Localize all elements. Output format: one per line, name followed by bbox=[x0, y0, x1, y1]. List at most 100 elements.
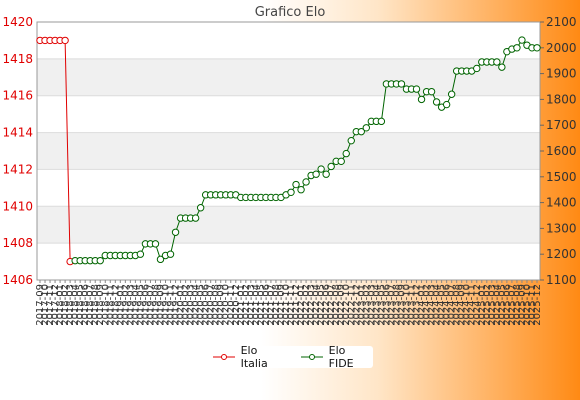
x-tick-label: 2024-11 bbox=[467, 284, 478, 326]
data-point-elo-fide bbox=[493, 58, 501, 66]
right-axis: 2100 2000 1900 1800 1700 1600 1500 1400 1300 1200… bbox=[540, 15, 577, 287]
x-tick-label: 2019-09 bbox=[155, 284, 166, 326]
data-point-elo-fide bbox=[362, 124, 371, 132]
data-point-elo-fide bbox=[322, 170, 330, 178]
x-tick-label: 2020-03 bbox=[186, 284, 197, 326]
left-tick-label: 1408 bbox=[2, 236, 33, 250]
data-point-elo-fide bbox=[337, 157, 345, 166]
series-layer bbox=[36, 36, 541, 266]
left-tick-label: 1414 bbox=[2, 126, 33, 140]
x-tick-label: 2019-08 bbox=[150, 284, 161, 326]
plot-band bbox=[37, 243, 540, 280]
x-tick-label: 2024-03 bbox=[427, 284, 438, 326]
x-tick-label: 2020-02 bbox=[181, 284, 192, 326]
x-tick-label: 2020-11 bbox=[226, 284, 237, 326]
x-tick-label: 2019-02 bbox=[120, 284, 131, 326]
data-point-elo-fide bbox=[432, 98, 441, 106]
chart-title: Grafico Elo bbox=[255, 5, 326, 20]
x-tick-label: 2021-05 bbox=[256, 284, 267, 326]
right-tick-label: 1800 bbox=[546, 92, 577, 106]
x-tick-label: 2018-08 bbox=[90, 284, 101, 326]
x-tick-label: 2023-01 bbox=[356, 284, 367, 326]
plot-band bbox=[37, 169, 540, 207]
x-tick-label: 2019-04 bbox=[130, 284, 141, 326]
x-tick-label: 2017-11 bbox=[45, 284, 56, 326]
x-tick-label: 2023-05 bbox=[376, 284, 387, 326]
x-tick-label: 2020-01 bbox=[176, 284, 187, 326]
legend-item-elo-italia[interactable]: Elo Italia bbox=[213, 344, 287, 370]
data-point-elo-fide bbox=[151, 240, 160, 248]
x-tick-label: 2022-05 bbox=[316, 284, 327, 326]
x-tick-label: 2018-04 bbox=[70, 284, 81, 326]
left-tick-label: 1410 bbox=[2, 199, 33, 213]
legend-label-elo-fide: Elo FIDE bbox=[328, 344, 354, 370]
x-tick-label: 2020-10 bbox=[221, 284, 232, 326]
x-tick-label: 2020-07 bbox=[206, 284, 217, 326]
x-tick-label: 2025-05 bbox=[497, 284, 508, 326]
data-point-elo-fide bbox=[347, 136, 355, 145]
x-tick-label: 2025-12 bbox=[532, 284, 543, 326]
data-point-elo-fide bbox=[327, 162, 335, 171]
x-tick-label: 2023-08 bbox=[391, 284, 402, 326]
x-tick-label: 2024-01 bbox=[417, 284, 428, 326]
x-tick-label: 2024-02 bbox=[422, 284, 433, 326]
x-tick-label: 2023-02 bbox=[361, 284, 372, 326]
data-point-elo-italia bbox=[61, 36, 69, 45]
right-tick-label: 1900 bbox=[546, 67, 577, 81]
x-tick-label: 2018-12 bbox=[110, 284, 121, 326]
x-tick-label: 2023-12 bbox=[412, 284, 423, 326]
data-point-elo-fide bbox=[317, 165, 325, 173]
x-tick-label: 2020-12 bbox=[231, 284, 242, 326]
data-point-elo-fide bbox=[357, 127, 365, 136]
x-tick-label: 2019-05 bbox=[135, 284, 146, 326]
x-tick-label: 2021-02 bbox=[241, 284, 252, 326]
data-point-elo-fide bbox=[518, 36, 526, 44]
x-tick-label: 2023-03 bbox=[366, 284, 377, 326]
legend-label-elo-italia: Elo Italia bbox=[240, 344, 268, 370]
x-tick-label: 2021-10 bbox=[281, 284, 292, 326]
plot-band bbox=[37, 206, 540, 244]
x-tick-label: 2020-06 bbox=[201, 284, 212, 326]
x-tick-label: 2018-03 bbox=[65, 284, 76, 326]
x-tick-label: 2021-04 bbox=[251, 284, 262, 326]
data-point-elo-fide bbox=[533, 44, 541, 52]
legend-item-elo-fide[interactable]: Elo FIDE bbox=[301, 344, 373, 370]
x-tick-label: 2018-11 bbox=[105, 284, 116, 326]
right-tick-label: 2000 bbox=[546, 41, 577, 55]
x-tick-label: 2019-11 bbox=[166, 284, 177, 326]
x-tick-label: 2017-09 bbox=[35, 284, 46, 326]
legend: Elo Italia Elo FIDE bbox=[205, 344, 373, 370]
x-tick-label: 2018-05 bbox=[75, 284, 86, 326]
x-tick-label: 2019-03 bbox=[125, 284, 136, 326]
x-tick-label: 2023-09 bbox=[396, 284, 407, 326]
plot-band bbox=[37, 58, 540, 96]
legend-swatch-elo-fide bbox=[301, 354, 323, 360]
data-point-elo-fide bbox=[397, 80, 406, 88]
plot-area bbox=[37, 22, 540, 280]
x-tick-label: 2022-06 bbox=[321, 284, 332, 326]
left-axis: 1420 1418 1416 1414 1412 1410 1408 1406 bbox=[2, 15, 33, 287]
data-point-elo-fide bbox=[377, 117, 386, 126]
data-point-elo-fide bbox=[136, 250, 145, 258]
data-point-elo-fide bbox=[312, 170, 320, 178]
plot-band bbox=[37, 22, 540, 59]
x-tick-label: 2020-08 bbox=[211, 284, 222, 326]
right-tick-label: 1400 bbox=[546, 196, 577, 210]
series-elo-italia bbox=[36, 36, 74, 266]
x-tick-label: 2022-11 bbox=[346, 284, 357, 326]
left-tick-label: 1420 bbox=[2, 15, 33, 29]
x-tick-label: 2025-06 bbox=[502, 284, 513, 326]
data-point-elo-fide bbox=[166, 250, 175, 258]
data-point-elo-fide bbox=[96, 256, 104, 265]
data-point-elo-fide bbox=[297, 186, 305, 194]
x-tick-label: 2018-10 bbox=[100, 284, 111, 326]
data-point-elo-fide bbox=[513, 44, 521, 52]
x-tick-label: 2022-04 bbox=[311, 284, 322, 326]
data-point-elo-fide bbox=[191, 214, 200, 222]
legend-swatch-elo-italia bbox=[213, 354, 235, 360]
x-tick-label: 2023-07 bbox=[386, 284, 397, 326]
x-tick-label: 2021-08 bbox=[271, 284, 282, 326]
plot-band bbox=[37, 132, 540, 170]
x-tick-label: 2020-09 bbox=[216, 284, 227, 326]
plot-band bbox=[37, 95, 540, 133]
